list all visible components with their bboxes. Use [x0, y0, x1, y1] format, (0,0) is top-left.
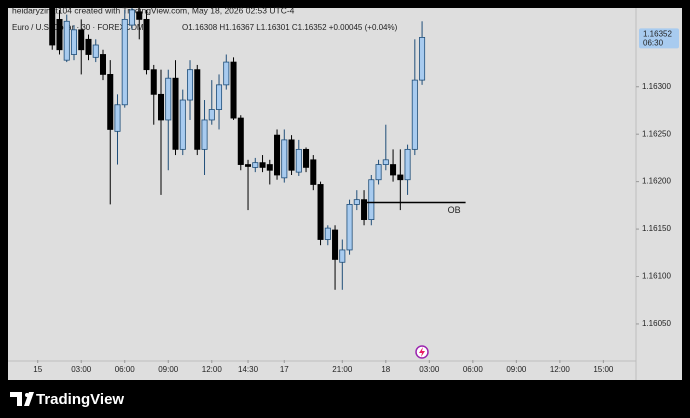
brand: TradingView [36, 391, 124, 408]
candle-body [361, 199, 368, 220]
candle-body [208, 109, 215, 121]
candle-body [346, 203, 353, 251]
candle-body [128, 9, 136, 26]
candle-body [63, 20, 70, 61]
x-tick-label: 03:00 [419, 365, 440, 374]
candle-body [70, 29, 78, 55]
lightning-icon [415, 345, 429, 359]
candle-body [121, 18, 128, 106]
x-tick-label: 06:00 [463, 365, 484, 374]
candle-body [150, 69, 157, 95]
candle-body [187, 69, 194, 101]
candle-body [245, 164, 252, 167]
candle-body [107, 74, 114, 130]
candle-body [375, 164, 382, 181]
candle-body [274, 134, 281, 176]
candle-body [382, 159, 389, 165]
x-tick-label: 12:00 [550, 365, 571, 374]
candle-body [114, 104, 121, 132]
y-tick-label: 1.16100 [642, 272, 671, 281]
candle-body [295, 148, 302, 173]
candle-body [419, 37, 426, 81]
candle-body [404, 148, 411, 181]
candle-body [252, 162, 259, 168]
candle-body [288, 139, 295, 171]
logo [10, 392, 34, 406]
x-tick-label: 09:00 [506, 365, 527, 374]
candle-body [310, 159, 317, 185]
y-tick-label: 1.16150 [642, 224, 671, 233]
candle-body [303, 148, 310, 168]
candle-body [237, 117, 244, 165]
candle-body [230, 61, 237, 119]
candle-body [266, 164, 273, 171]
y-tick-label: 1.16300 [642, 82, 671, 91]
candle-body [78, 29, 85, 51]
candle-body [324, 227, 331, 240]
candle-body [194, 69, 201, 150]
x-tick-label: 15 [33, 365, 42, 374]
ob-label: OB [448, 205, 461, 215]
candle-body [136, 11, 143, 20]
candle-body [158, 93, 165, 121]
candle-body [368, 179, 375, 220]
price-tag-label: 1.16352 [643, 30, 672, 39]
ohlc-legend: O1.16308 H1.16367 L1.16301 C1.16352 +0.0… [182, 23, 398, 32]
x-tick-label: 03:00 [71, 365, 92, 374]
candle-body [317, 184, 324, 240]
y-tick-label: 1.16200 [642, 177, 671, 186]
candle-body [172, 77, 179, 150]
candle-body [143, 18, 150, 71]
candle-body [165, 77, 172, 121]
candle-body [216, 84, 223, 110]
candle-body [353, 199, 360, 205]
symbol: Euro / U.S. Dollar · 30 · FOREXCOM [12, 23, 144, 32]
candle-body [223, 61, 230, 86]
candle-body [332, 229, 339, 260]
candle-body [201, 119, 208, 150]
countdown: 06:30 [643, 39, 664, 48]
candle-body [259, 162, 266, 168]
candle-body [85, 38, 92, 55]
x-tick-label: 09:00 [158, 365, 179, 374]
x-tick-label: 14:30 [238, 365, 259, 374]
x-tick-label: 18 [381, 365, 390, 374]
candle-body [179, 99, 186, 150]
y-tick-label: 1.16050 [642, 319, 671, 328]
chart-background [8, 8, 682, 380]
x-tick-label: 17 [280, 365, 289, 374]
candle-body [281, 139, 288, 179]
x-tick-label: 12:00 [202, 365, 223, 374]
candle-body [339, 249, 346, 263]
candle-body [92, 44, 99, 58]
candle-body [49, 7, 56, 46]
x-tick-label: 06:00 [115, 365, 136, 374]
candle-body [56, 18, 63, 51]
price-tag [639, 28, 679, 49]
x-tick-label: 15:00 [593, 365, 614, 374]
x-tick-label: 21:00 [332, 365, 353, 374]
candle-body [390, 164, 397, 176]
candle-body [397, 174, 404, 181]
caption: heidaryzinat104 created with TradingView… [12, 5, 295, 15]
y-tick-label: 1.16250 [642, 129, 671, 138]
candle-body [411, 79, 418, 150]
candle-body [99, 54, 107, 75]
